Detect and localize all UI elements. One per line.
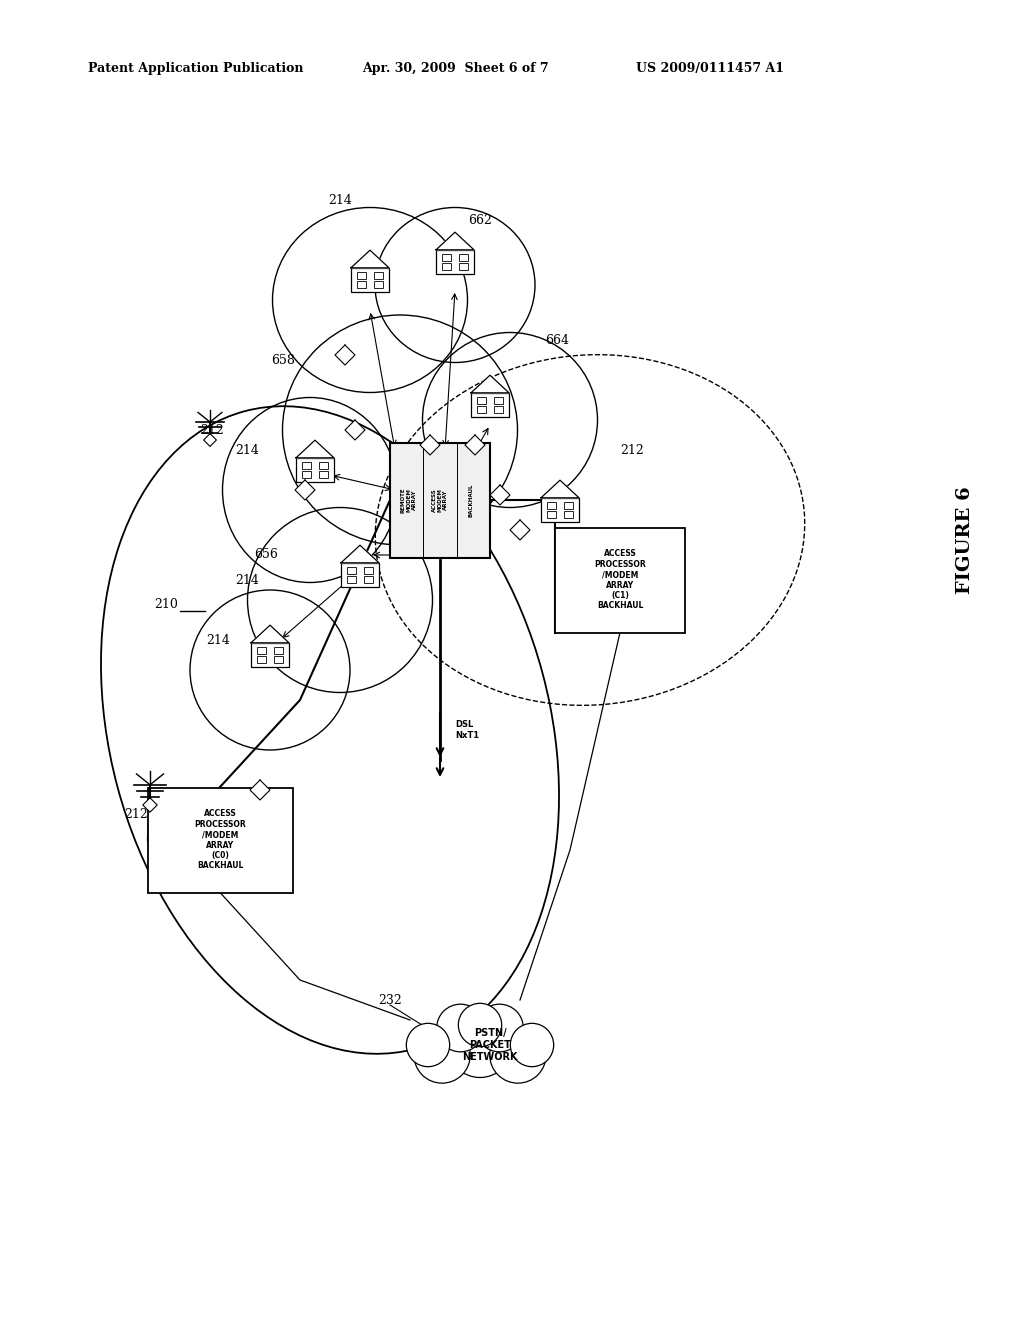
Bar — [347, 577, 355, 583]
Text: 214: 214 — [236, 573, 259, 586]
Bar — [459, 255, 468, 261]
Text: Apr. 30, 2009  Sheet 6 of 7: Apr. 30, 2009 Sheet 6 of 7 — [362, 62, 549, 75]
Circle shape — [447, 1012, 512, 1077]
Bar — [442, 263, 451, 269]
Text: 212: 212 — [200, 424, 224, 437]
Bar — [495, 397, 503, 404]
Text: ACCESS
PROCESSOR
/MODEM
ARRAY
(C1)
BACKHAUL: ACCESS PROCESSOR /MODEM ARRAY (C1) BACKH… — [594, 549, 646, 610]
Text: DSL
NxT1: DSL NxT1 — [455, 721, 479, 739]
Text: US 2009/0111457 A1: US 2009/0111457 A1 — [636, 62, 784, 75]
Text: PSTN/
PACKET
NETWORK: PSTN/ PACKET NETWORK — [462, 1028, 518, 1061]
Text: 664: 664 — [545, 334, 569, 346]
Bar — [471, 393, 509, 417]
Circle shape — [489, 1027, 546, 1084]
Text: 214: 214 — [236, 444, 259, 457]
Polygon shape — [490, 484, 510, 506]
Text: ACCESS
MODEM
ARRAY: ACCESS MODEM ARRAY — [432, 488, 449, 512]
Text: BACKHAUL: BACKHAUL — [469, 483, 474, 516]
Polygon shape — [510, 520, 530, 540]
Bar — [347, 568, 355, 574]
Text: 212: 212 — [124, 808, 148, 821]
Text: 214: 214 — [206, 634, 230, 647]
Bar — [302, 471, 311, 478]
Polygon shape — [351, 251, 389, 268]
Polygon shape — [541, 480, 579, 498]
Bar — [374, 272, 383, 279]
Bar — [357, 272, 366, 279]
Bar — [365, 568, 373, 574]
Text: 212: 212 — [620, 444, 644, 457]
Polygon shape — [341, 545, 379, 562]
Bar — [319, 462, 328, 469]
Bar — [374, 281, 383, 288]
Bar — [477, 407, 485, 413]
Text: REMOTE
MODEM
ARRAY: REMOTE MODEM ARRAY — [400, 487, 417, 512]
Bar — [541, 498, 579, 523]
Bar — [564, 502, 572, 508]
Bar — [548, 511, 556, 517]
Text: 658: 658 — [271, 354, 295, 367]
Bar — [296, 458, 334, 482]
Polygon shape — [142, 797, 158, 812]
Text: FIGURE 6: FIGURE 6 — [956, 486, 974, 594]
Bar — [251, 643, 289, 667]
Bar — [548, 502, 556, 508]
Bar — [564, 511, 572, 517]
Bar — [495, 407, 503, 413]
Polygon shape — [436, 232, 474, 249]
Polygon shape — [345, 420, 365, 440]
Polygon shape — [335, 345, 355, 366]
Polygon shape — [295, 480, 315, 500]
Polygon shape — [465, 436, 485, 455]
Bar — [390, 442, 490, 557]
Circle shape — [414, 1027, 470, 1084]
Bar — [274, 656, 283, 663]
Polygon shape — [251, 626, 289, 643]
Text: ACCESS
PROCESSOR
/MODEM
ARRAY
(C0)
BACKHAUL: ACCESS PROCESSOR /MODEM ARRAY (C0) BACKH… — [195, 809, 246, 870]
Bar — [365, 577, 373, 583]
Bar — [555, 528, 685, 632]
Bar — [274, 647, 283, 653]
Bar — [436, 249, 474, 275]
Bar — [477, 397, 485, 404]
Circle shape — [407, 1023, 450, 1067]
Bar — [257, 647, 266, 653]
Text: 656: 656 — [254, 549, 278, 561]
Bar — [341, 562, 379, 587]
Polygon shape — [296, 440, 334, 458]
Polygon shape — [471, 375, 509, 393]
Text: 210: 210 — [155, 598, 178, 611]
Text: 662: 662 — [468, 214, 492, 227]
Circle shape — [436, 1005, 484, 1052]
Text: 214: 214 — [328, 194, 352, 206]
Polygon shape — [420, 436, 440, 455]
Bar — [147, 788, 293, 892]
Circle shape — [510, 1023, 554, 1067]
Text: Patent Application Publication: Patent Application Publication — [88, 62, 303, 75]
Text: 232: 232 — [378, 994, 401, 1006]
Bar — [357, 281, 366, 288]
Bar — [257, 656, 266, 663]
Circle shape — [459, 1003, 502, 1047]
Bar — [442, 255, 451, 261]
Polygon shape — [204, 433, 216, 446]
Bar — [302, 462, 311, 469]
Bar — [319, 471, 328, 478]
Bar — [459, 263, 468, 269]
Polygon shape — [250, 780, 270, 800]
Circle shape — [476, 1005, 523, 1052]
Bar — [351, 268, 389, 292]
